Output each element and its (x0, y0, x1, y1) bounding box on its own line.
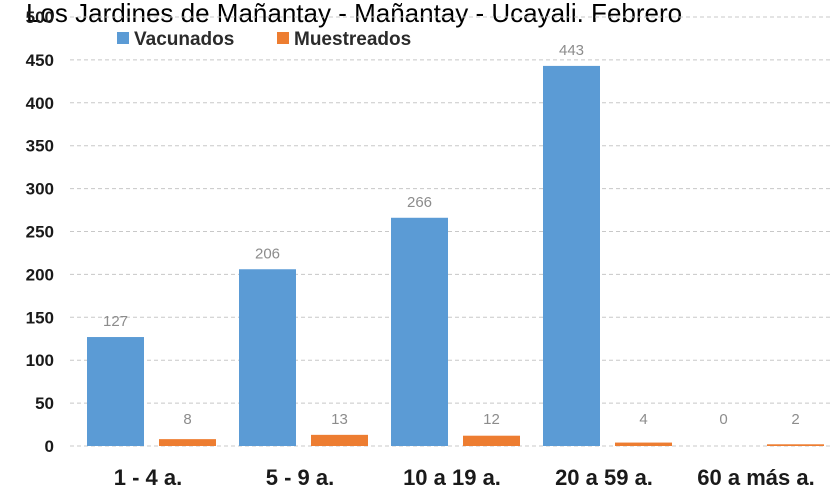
y-tick-label: 250 (26, 223, 54, 242)
x-tick-label: 5 - 9 a. (266, 465, 334, 490)
data-label: 443 (559, 42, 584, 59)
data-label: 4 (639, 411, 647, 428)
bar-muestreados-2 (463, 435, 520, 446)
bar-muestreados-3 (615, 442, 672, 446)
bar-vacunados-3 (543, 65, 600, 446)
bar-muestreados-4 (767, 444, 824, 446)
data-label: 206 (255, 245, 280, 262)
x-tick-label: 10 a 19 a. (403, 465, 501, 490)
x-axis-ticks: 1 - 4 a. 5 - 9 a. 10 a 19 a. 20 a 59 a. 60 a… (114, 465, 815, 490)
data-label: 8 (183, 411, 191, 428)
bar-vacunados-1 (239, 269, 296, 446)
data-label: 2 (791, 411, 799, 428)
bar-vacunados-2 (391, 217, 448, 446)
data-label: 0 (719, 411, 727, 428)
x-tick-label: 1 - 4 a. (114, 465, 182, 490)
bars (87, 65, 824, 446)
legend: Vacunados Muestreados (117, 29, 411, 50)
bar-muestreados-0 (159, 439, 216, 446)
x-tick-label: 20 a 59 a. (555, 465, 653, 490)
legend-swatch-vacunados (117, 32, 129, 44)
legend-label-vacunados: Vacunados (134, 29, 234, 50)
y-tick-label: 300 (26, 180, 54, 199)
legend-label-muestreados: Muestreados (294, 29, 411, 50)
y-tick-label: 200 (26, 265, 54, 284)
data-label: 13 (331, 411, 348, 428)
data-label: 266 (407, 194, 432, 211)
chart-title: Los Jardines de Mañantay - Mañantay - Uc… (26, 0, 682, 28)
gridlines (70, 16, 830, 447)
y-tick-label: 0 (45, 437, 54, 456)
bar-muestreados-1 (311, 434, 368, 446)
legend-swatch-muestreados (277, 32, 289, 44)
data-labels: 127 8 206 13 266 12 443 4 0 2 (103, 42, 800, 428)
y-tick-label: 500 (26, 8, 54, 27)
y-axis-ticks: 0 50 100 150 200 250 300 350 400 450 500 (26, 8, 54, 456)
data-label: 127 (103, 313, 128, 330)
y-tick-label: 150 (26, 308, 54, 327)
y-tick-label: 450 (26, 51, 54, 70)
y-tick-label: 350 (26, 137, 54, 156)
data-label: 12 (483, 411, 500, 428)
y-tick-label: 400 (26, 94, 54, 113)
y-tick-label: 100 (26, 351, 54, 370)
x-tick-label: 60 a más a. (697, 465, 814, 490)
bar-vacunados-0 (87, 337, 144, 446)
y-tick-label: 50 (35, 394, 54, 413)
